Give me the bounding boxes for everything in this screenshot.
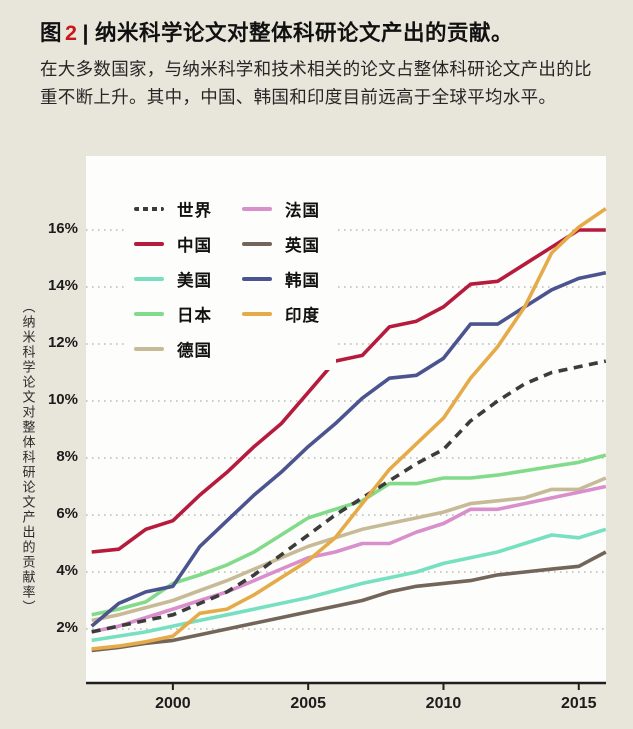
series-line-世界 <box>91 359 607 634</box>
legend-swatch-美国 <box>134 276 164 282</box>
legend-item-日本: 日本 <box>134 303 212 325</box>
series-line-中国 <box>91 228 606 554</box>
series-line-英国 <box>91 550 607 653</box>
legend-item-韩国: 韩国 <box>242 268 320 290</box>
line-chart: （纳米科学论文对整体科研论文产出的贡献率） 2% 4% 6% 8% 10% 12% 14% 1… <box>0 150 633 729</box>
legend-label-中国: 中国 <box>177 237 212 255</box>
series-line-美国 <box>91 527 607 643</box>
legend-label-英国: 英国 <box>285 237 320 255</box>
legend-item-法国: 法国 <box>242 198 320 220</box>
figure-title: 图 2 | 纳米科学论文对整体科研论文产出的贡献。 <box>40 16 600 47</box>
legend-label-法国: 法国 <box>285 202 320 220</box>
y-tick-label-8pct: 8% <box>56 448 78 465</box>
legend-label-韩国: 韩国 <box>285 272 320 290</box>
legend-swatch-韩国 <box>242 276 272 282</box>
legend-swatch-日本 <box>134 311 164 317</box>
series-line-韩国 <box>90 271 607 628</box>
legend-swatch-印度 <box>242 311 272 317</box>
x-tick-label-2015: 2015 <box>560 695 597 712</box>
figure-subtitle: 在大多数国家，与纳米科学和技术相关的论文占整体科研论文产出的比重不断上升。其中，… <box>40 59 592 108</box>
y-tick-label-4pct: 4% <box>56 562 78 579</box>
x-tick-label-2000: 2000 <box>155 695 191 712</box>
legend-label-世界: 世界 <box>177 202 212 220</box>
figure-number: 2 <box>65 21 78 45</box>
y-tick-label-6pct: 6% <box>56 505 78 522</box>
y-tick-label-2pct: 2% <box>56 619 78 636</box>
chart-legend: 世界中国美国日本德国 法国英国韩国印度 <box>124 190 336 370</box>
legend-column-1: 世界中国美国日本德国 <box>134 198 212 360</box>
figure-title-text: 纳米科学论文对整体科研论文产出的贡献。 <box>95 21 514 45</box>
legend-swatch-中国 <box>134 241 164 247</box>
legend-swatch-英国 <box>242 241 272 247</box>
legend-label-德国: 德国 <box>177 342 212 360</box>
plot-svg <box>86 156 607 690</box>
legend-swatch-德国 <box>134 346 164 352</box>
legend-item-德国: 德国 <box>134 338 212 360</box>
y-axis-label: （纳米科学论文对整体科研论文产出的贡献率） <box>20 299 36 615</box>
x-tick-label-2005: 2005 <box>290 695 326 712</box>
y-tick-label-16pct: 16% <box>47 220 78 237</box>
y-tick-label-14pct: 14% <box>47 277 78 294</box>
y-tick-label-12pct: 12% <box>47 334 78 351</box>
legend-label-印度: 印度 <box>285 307 320 325</box>
legend-item-美国: 美国 <box>134 268 212 290</box>
x-tick-label-2010: 2010 <box>425 695 462 712</box>
legend-swatch-法国 <box>242 206 272 212</box>
y-tick-label-10pct: 10% <box>47 391 78 408</box>
figure-title-separator: | <box>82 21 89 45</box>
figure-title-prefix: 图 <box>40 21 63 45</box>
legend-label-美国: 美国 <box>177 272 212 290</box>
legend-column-2: 法国 英国 韩国 印度 <box>242 198 320 360</box>
series-line-印度 <box>91 207 607 651</box>
legend-label-日本: 日本 <box>177 307 212 325</box>
series-line-德国 <box>91 476 607 623</box>
legend-item-中国: 中国 <box>134 233 212 255</box>
legend-swatch-世界 <box>134 206 164 212</box>
legend-item-印度: 印度 <box>242 303 320 325</box>
legend-item-英国: 英国 <box>242 233 320 255</box>
legend-item-世界: 世界 <box>134 198 212 220</box>
series-line-法国 <box>91 484 607 634</box>
